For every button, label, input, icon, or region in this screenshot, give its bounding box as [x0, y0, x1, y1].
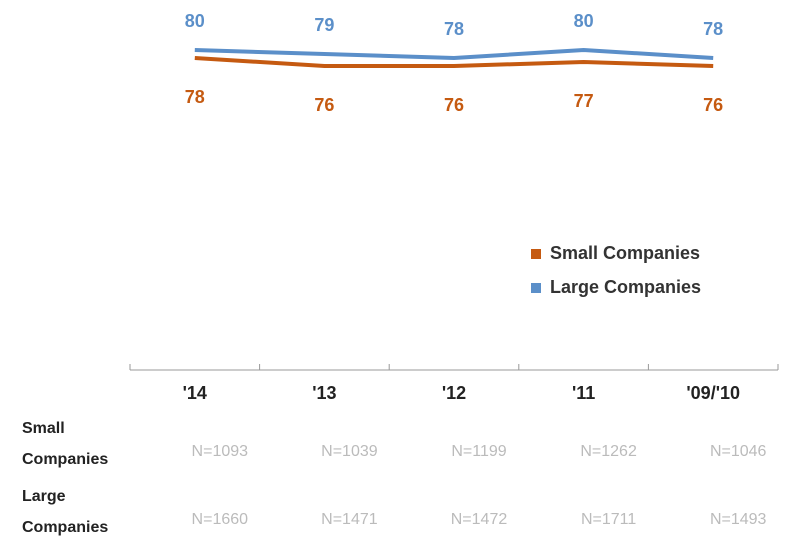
legend-swatch — [531, 249, 541, 259]
series-line — [194, 56, 714, 68]
series-line — [194, 47, 714, 61]
data-label: 79 — [314, 15, 334, 35]
data-label: 78 — [703, 19, 723, 39]
data-label: 76 — [703, 95, 723, 115]
legend-swatch — [531, 283, 541, 293]
x-tick-label: '12 — [442, 383, 466, 403]
data-label: 78 — [444, 19, 464, 39]
x-tick-label: '09/'10 — [686, 383, 740, 403]
data-label: 78 — [185, 87, 205, 107]
table-cell: N=1660 — [192, 511, 249, 528]
row-label: Large Companies — [22, 488, 109, 536]
table-cell: N=1493 — [710, 511, 767, 528]
data-label: 80 — [574, 11, 594, 31]
legend-label: Large Companies — [550, 277, 701, 297]
x-tick-label: '11 — [572, 383, 595, 403]
x-tick-label: '13 — [312, 383, 336, 403]
data-label: 80 — [185, 11, 205, 31]
table-cell: N=1711 — [581, 511, 636, 528]
table-cell: N=1093 — [192, 443, 249, 460]
x-tick-label: '14 — [183, 383, 207, 403]
data-label: 77 — [574, 91, 594, 111]
table-cell: N=1472 — [451, 511, 508, 528]
data-label: 76 — [444, 95, 464, 115]
row-label: Small Companies — [22, 420, 109, 468]
table-cell: N=1199 — [451, 443, 506, 460]
data-label: 76 — [314, 95, 334, 115]
table-cell: N=1471 — [321, 511, 378, 528]
legend-label: Small Companies — [550, 243, 700, 263]
table-cell: N=1262 — [580, 443, 637, 460]
table-cell: N=1039 — [321, 443, 378, 460]
table-cell: N=1046 — [710, 443, 767, 460]
